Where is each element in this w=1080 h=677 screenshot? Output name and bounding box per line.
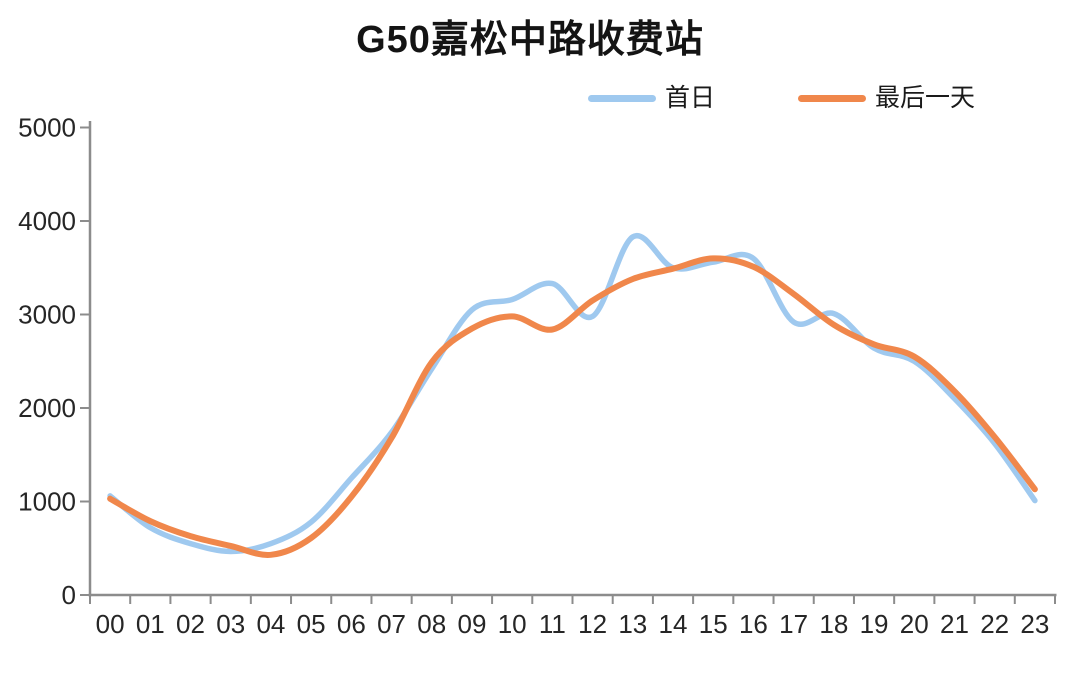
- y-tick-label: 2000: [18, 393, 76, 423]
- x-tick-label: 01: [136, 609, 165, 639]
- x-tick-label: 00: [96, 609, 125, 639]
- legend-swatch-first-day-icon: [588, 94, 656, 102]
- series-line-1: [107, 255, 1038, 558]
- x-tick-label: 15: [699, 609, 728, 639]
- x-tick-label: 19: [860, 609, 889, 639]
- x-tick-label: 05: [297, 609, 326, 639]
- x-tick-label: 23: [1020, 609, 1049, 639]
- y-tick-label: 5000: [18, 113, 76, 143]
- series-line-0: [107, 233, 1038, 555]
- x-tick-label: 08: [417, 609, 446, 639]
- x-tick-label: 20: [900, 609, 929, 639]
- legend-label-first-day: 首日: [665, 84, 716, 112]
- y-tick-label: 3000: [18, 300, 76, 330]
- x-tick-label: 07: [377, 609, 406, 639]
- x-tick-label: 06: [337, 609, 366, 639]
- y-tick-label: 0: [62, 580, 76, 610]
- x-tick-label: 18: [819, 609, 848, 639]
- x-tick-label: 22: [980, 609, 1009, 639]
- x-tick-label: 16: [739, 609, 768, 639]
- x-tick-label: 21: [940, 609, 969, 639]
- x-tick-label: 11: [539, 609, 566, 639]
- x-tick-label: 03: [216, 609, 245, 639]
- x-tick-label: 13: [618, 609, 647, 639]
- y-tick-label: 1000: [18, 487, 76, 517]
- legend-item-first-day: 首日: [588, 84, 715, 112]
- chart-title: G50嘉松中路收费站: [356, 19, 704, 61]
- legend-label-last-day: 最后一天: [875, 84, 976, 112]
- x-tick-label: 12: [578, 609, 607, 639]
- y-tick-label: 4000: [18, 206, 76, 236]
- x-tick-label: 10: [498, 609, 527, 639]
- x-tick-label: 02: [176, 609, 205, 639]
- x-tick-label: 04: [256, 609, 285, 639]
- x-tick-label: 17: [779, 609, 808, 639]
- legend-swatch-last-day-icon: [798, 94, 866, 102]
- legend-item-last-day: 最后一天: [798, 84, 975, 112]
- x-tick-label: 09: [458, 609, 487, 639]
- x-tick-label: 14: [659, 609, 688, 639]
